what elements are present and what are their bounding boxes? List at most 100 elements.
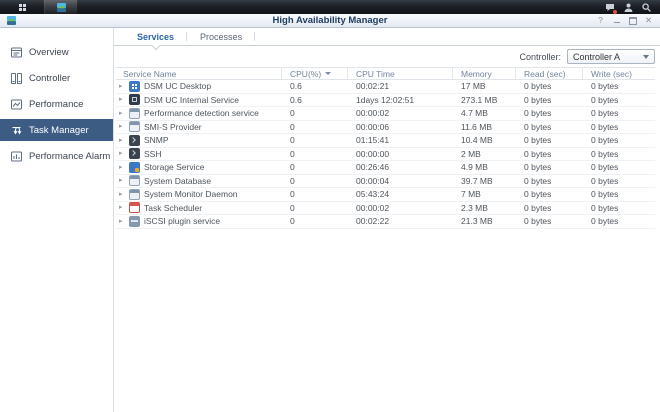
notifications-button[interactable] [605, 3, 615, 12]
read-cell: 0 bytes [516, 135, 583, 145]
table-row[interactable]: ▸Task Scheduler000:00:022.3 MB0 bytes0 b… [116, 202, 655, 216]
read-cell: 0 bytes [516, 108, 583, 118]
cpu-time-cell: 01:15:41 [348, 135, 453, 145]
main-panel: ServicesProcesses Controller: Controller… [113, 28, 660, 412]
terminal-icon [129, 135, 140, 146]
tab-services[interactable]: Services [124, 28, 187, 45]
cpu-cell: 0 [282, 108, 348, 118]
app-grid-icon [129, 81, 140, 92]
column-header-write-sec[interactable]: Write (sec) [583, 68, 655, 79]
table-row[interactable]: ▸DSM UC Internal Service0.61days 12:02:5… [116, 94, 655, 108]
column-header-cpu-time[interactable]: CPU Time [348, 68, 453, 79]
service-name: DSM UC Desktop [144, 81, 211, 91]
controller-selector-row: Controller: Controller A [114, 46, 660, 67]
cpu-time-cell: 05:43:24 [348, 189, 453, 199]
table-row[interactable]: ▸SSH000:00:002 MB0 bytes0 bytes [116, 148, 655, 162]
service-name-cell: ▸ Task Scheduler [116, 202, 282, 213]
window-icon [129, 108, 140, 119]
table-row[interactable]: ▸Performance detection service000:00:024… [116, 107, 655, 121]
search-button[interactable] [642, 3, 651, 12]
memory-cell: 10.4 MB [453, 135, 516, 145]
memory-cell: 21.3 MB [453, 216, 516, 226]
expand-row-icon[interactable]: ▸ [119, 150, 125, 157]
expand-row-icon[interactable]: ▸ [119, 96, 125, 103]
main-menu-button[interactable] [0, 0, 44, 14]
memory-cell: 273.1 MB [453, 95, 516, 105]
storage-icon [129, 162, 140, 173]
write-cell: 0 bytes [583, 149, 655, 159]
sidebar-item-label: Task Manager [29, 125, 89, 136]
table-header-row: Service NameCPU(%) CPU Time MemoryRead (se… [116, 67, 655, 80]
sidebar-item-performance-alarm[interactable]: Performance Alarm [0, 145, 113, 167]
table-row[interactable]: ▸SMI-S Provider000:00:0611.6 MB0 bytes0 … [116, 121, 655, 135]
column-header-label: CPU Time [356, 69, 395, 79]
sidebar-item-label: Overview [29, 47, 69, 58]
column-header-service-name[interactable]: Service Name [116, 68, 282, 79]
service-name-cell: ▸SNMP [116, 135, 282, 146]
performance-icon [10, 98, 23, 111]
minimize-button[interactable] [612, 16, 621, 25]
column-header-read-sec[interactable]: Read (sec) [516, 68, 583, 79]
sidebar-item-performance[interactable]: Performance [0, 93, 113, 115]
expand-row-icon[interactable]: ▸ [119, 164, 125, 171]
expand-row-icon[interactable]: ▸ [119, 191, 125, 198]
window-body: Overview Controller Performance Task Manage… [0, 28, 660, 412]
window-controls: ? ✕ [596, 16, 660, 25]
services-table: Service NameCPU(%) CPU Time MemoryRead (se… [116, 67, 655, 229]
controller-select[interactable]: Controller A [567, 49, 655, 64]
person-icon [624, 3, 633, 12]
memory-cell: 7 MB [453, 189, 516, 199]
table-row[interactable]: ▸System Database000:00:0439.7 MB0 bytes0… [116, 175, 655, 189]
service-name-cell: ▸SMI-S Provider [116, 121, 282, 132]
column-header-memory[interactable]: Memory [453, 68, 516, 79]
write-cell: 0 bytes [583, 176, 655, 186]
expand-row-icon[interactable]: ▸ [119, 110, 125, 117]
user-options-button[interactable] [624, 3, 633, 12]
expand-row-icon[interactable]: ▸ [119, 83, 125, 90]
table-row[interactable]: ▸Storage Service000:26:464.9 MB0 bytes0 … [116, 161, 655, 175]
service-name: Task Scheduler [144, 203, 202, 213]
maximize-button[interactable] [628, 16, 637, 25]
ha-manager-taskbar-button[interactable] [44, 0, 78, 14]
sidebar-item-controller[interactable]: Controller [0, 67, 113, 89]
cpu-cell: 0 [282, 162, 348, 172]
expand-row-icon[interactable]: ▸ [119, 137, 125, 144]
service-name-cell: ▸ SSH [116, 148, 282, 159]
service-name-cell: ▸iSCSI plugin service [116, 216, 282, 227]
task-manager-icon [10, 124, 23, 137]
expand-row-icon[interactable]: ▸ [119, 123, 125, 130]
cpu-cell: 0.6 [282, 95, 348, 105]
table-row[interactable]: ▸SNMP001:15:4110.4 MB0 bytes0 bytes [116, 134, 655, 148]
service-name: DSM UC Internal Service [144, 95, 239, 105]
desktop: High Availability Manager ? ✕ OverviewCo… [0, 0, 660, 412]
sidebar-item-label: Performance Alarm [29, 151, 110, 162]
cpu-time-cell: 00:00:00 [348, 149, 453, 159]
table-row[interactable]: ▸System Monitor Daemon005:43:247 MB0 byt… [116, 188, 655, 202]
read-cell: 0 bytes [516, 149, 583, 159]
expand-row-icon[interactable]: ▸ [119, 204, 125, 211]
service-name: SSH [144, 149, 161, 159]
expand-row-icon[interactable]: ▸ [119, 177, 125, 184]
help-button[interactable]: ? [596, 16, 605, 25]
sidebar-item-label: Performance [29, 99, 83, 110]
close-button[interactable]: ✕ [644, 16, 653, 25]
write-cell: 0 bytes [583, 162, 655, 172]
sidebar-item-label: Controller [29, 73, 70, 84]
dark-app-icon [129, 94, 140, 105]
table-row[interactable]: ▸DSM UC Desktop0.600:02:2117 MB0 bytes0 … [116, 80, 655, 94]
performance-alarm-icon [10, 150, 23, 163]
tab-processes[interactable]: Processes [187, 28, 255, 45]
service-name: System Database [144, 176, 211, 186]
write-cell: 0 bytes [583, 108, 655, 118]
read-cell: 0 bytes [516, 95, 583, 105]
service-name-cell: ▸Performance detection service [116, 108, 282, 119]
expand-row-icon[interactable]: ▸ [119, 218, 125, 225]
window-icon [129, 175, 140, 186]
column-header-cpu[interactable]: CPU(%) [282, 68, 348, 79]
write-cell: 0 bytes [583, 189, 655, 199]
table-row[interactable]: ▸iSCSI plugin service000:02:2221.3 MB0 b… [116, 215, 655, 229]
write-cell: 0 bytes [583, 216, 655, 226]
read-cell: 0 bytes [516, 216, 583, 226]
sidebar-item-task-manager[interactable]: Task Manager [0, 119, 113, 141]
sidebar-item-overview[interactable]: Overview [0, 41, 113, 63]
